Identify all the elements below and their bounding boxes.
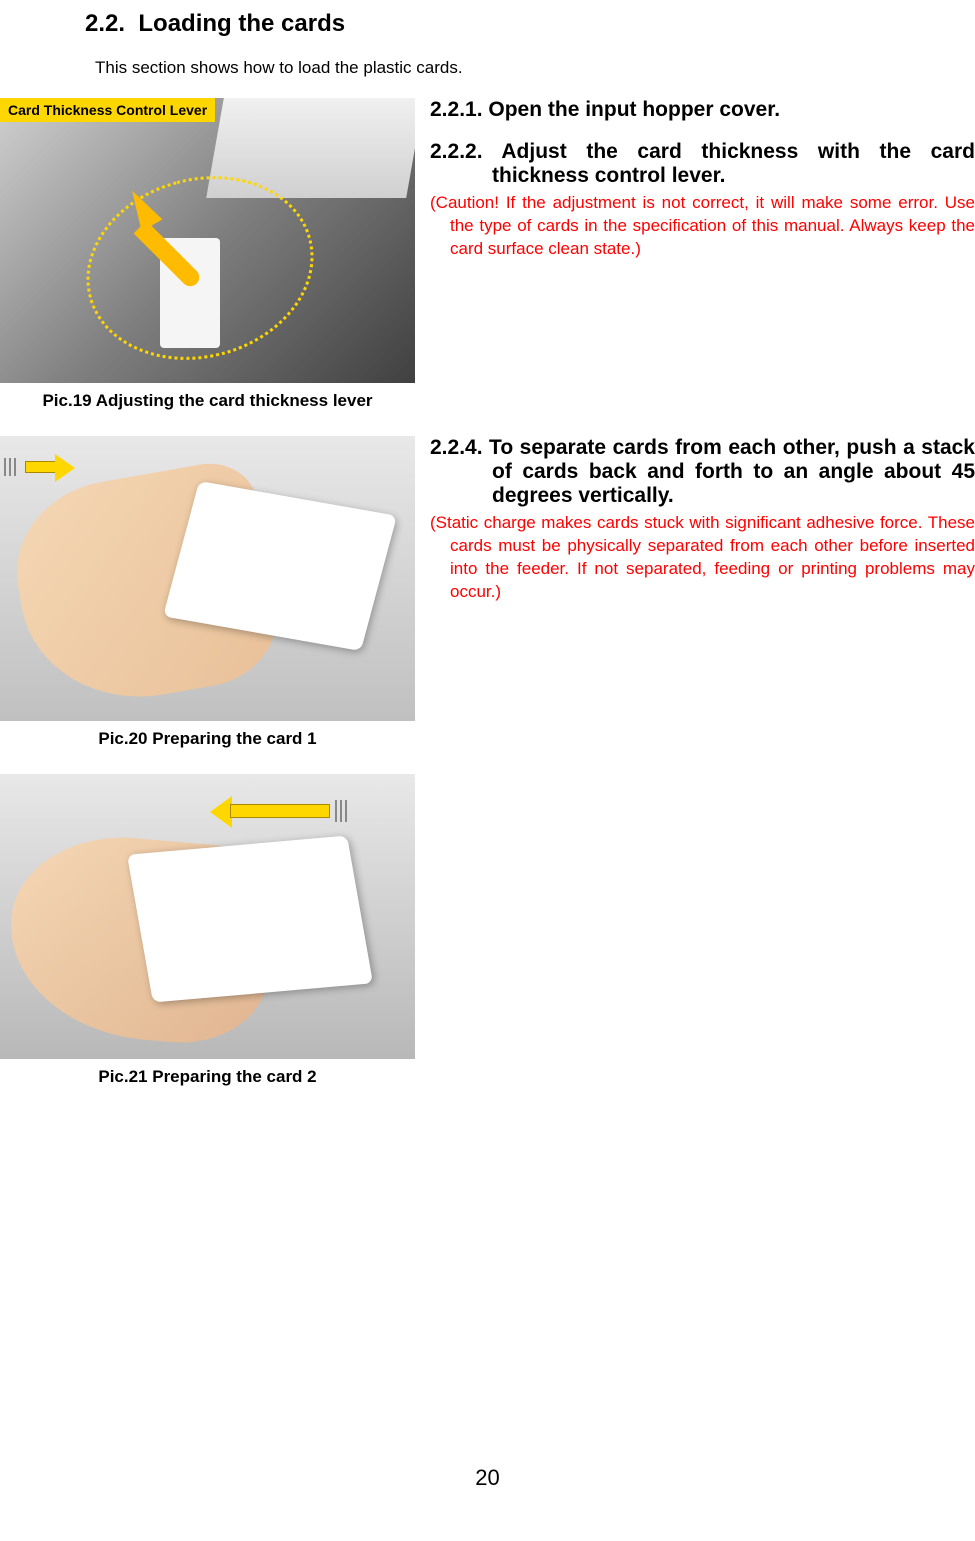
figure-2-column: Pic.20 Preparing the card 1 [0, 436, 415, 749]
section-intro: This section shows how to load the plast… [95, 58, 975, 78]
figure-1-column: Card Thickness Control Lever Pic.19 Adju… [0, 98, 415, 411]
section-title: 2.2. Loading the cards [85, 10, 975, 38]
text-column-3 [430, 774, 975, 1087]
figure-1-caption: Pic.19 Adjusting the card thickness leve… [0, 391, 415, 411]
figure-2-caption: Pic.20 Preparing the card 1 [0, 729, 415, 749]
text-column-1: 2.2.1. Open the input hopper cover. 2.2.… [430, 98, 975, 411]
page-number: 20 [475, 1465, 499, 1491]
arrow-right-head-icon [55, 454, 75, 482]
section-title-text: Loading the cards [138, 10, 345, 37]
arrow-left-head-icon [210, 796, 232, 828]
figure-3-caption: Pic.21 Preparing the card 2 [0, 1067, 415, 1087]
figure-2-image [0, 436, 415, 721]
card-stack-shape [127, 836, 373, 1003]
figure-3-column: Pic.21 Preparing the card 2 [0, 774, 415, 1087]
arrow-tail-bars-icon [4, 458, 19, 476]
section-number: 2.2. [85, 10, 125, 37]
arrow-body-icon [230, 804, 330, 818]
step-2-heading: 2.2.2. Adjust the card thickness with th… [430, 140, 975, 188]
content-row-1: Card Thickness Control Lever Pic.19 Adju… [85, 98, 975, 411]
step-2-caution: (Caution! If the adjustment is not corre… [430, 192, 975, 261]
step-1-heading: 2.2.1. Open the input hopper cover. [430, 98, 975, 122]
step-4-heading: 2.2.4. To separate cards from each other… [430, 436, 975, 508]
figure-1-label-box: Card Thickness Control Lever [0, 98, 215, 122]
content-row-3: Pic.21 Preparing the card 2 [85, 774, 975, 1087]
text-column-2: 2.2.4. To separate cards from each other… [430, 436, 975, 749]
figure-1-image: Card Thickness Control Lever [0, 98, 415, 383]
content-row-2: Pic.20 Preparing the card 1 2.2.4. To se… [85, 436, 975, 749]
arrow-tail-bars-icon [335, 800, 350, 822]
figure-3-image [0, 774, 415, 1059]
step-4-caution: (Static charge makes cards stuck with si… [430, 512, 975, 604]
